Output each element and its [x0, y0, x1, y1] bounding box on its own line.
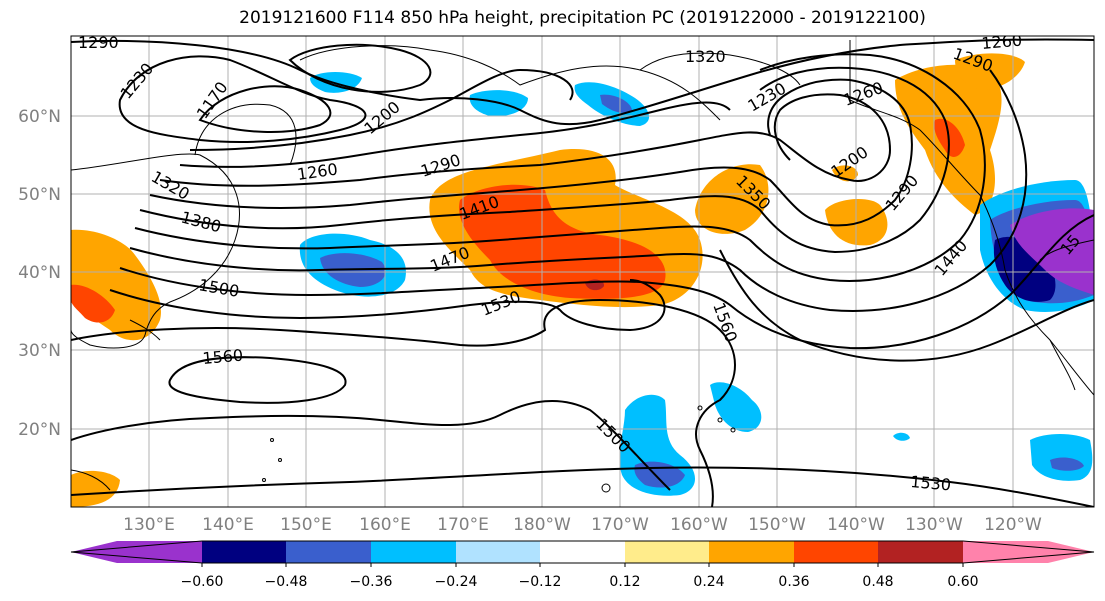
contour-label: 1560: [202, 346, 244, 368]
colorbar-extend-min: [71, 541, 202, 563]
lat-label: 50°N: [18, 185, 61, 205]
colorbar-segment: [625, 541, 709, 563]
lon-label: 170°W: [591, 515, 649, 535]
colorbar-segment: [794, 541, 878, 563]
lon-label: 130°W: [905, 515, 963, 535]
colorbar-segment: [878, 541, 963, 563]
colorbar-tick-label: −0.24: [435, 574, 478, 590]
colorbar-tick-label: −0.48: [265, 574, 308, 590]
lon-label: 160°W: [670, 515, 728, 535]
colorbar-tick-label: 0.24: [693, 574, 724, 590]
colorbar-tick-label: 0.60: [947, 574, 978, 590]
colorbar-tick-label: 0.36: [778, 574, 809, 590]
lon-label: 160°E: [359, 515, 411, 535]
lon-label: 150°W: [748, 515, 806, 535]
colorbar-segment: [371, 541, 456, 563]
colorbar-segment: [202, 541, 286, 563]
lon-label: 130°E: [123, 515, 175, 535]
colorbar-tick-labels: −0.60 −0.48 −0.36 −0.24 −0.12 0.12 0.24 …: [181, 574, 979, 590]
contour-label: 1260: [981, 31, 1023, 53]
lat-label: 30°N: [18, 341, 61, 361]
lon-labels: 130°E 140°E 150°E 160°E 170°E 180°W 170°…: [123, 515, 1042, 535]
colorbar-tick-label: −0.60: [181, 574, 224, 590]
colorbar-segment: [540, 541, 625, 563]
colorbar-segment: [456, 541, 540, 563]
colorbar: [71, 541, 1094, 567]
colorbar-tick-label: −0.36: [350, 574, 393, 590]
map-figure: 1290 1230 1170 1200 1260 1290 1320 1320 …: [0, 0, 1105, 601]
lon-label: 140°E: [202, 515, 254, 535]
colorbar-segment: [709, 541, 794, 563]
lon-label: 180°W: [513, 515, 571, 535]
colorbar-extend-max: [963, 541, 1094, 563]
contour-label: 1320: [685, 47, 726, 66]
colorbar-tick-label: −0.12: [519, 574, 562, 590]
lon-label: 120°W: [984, 515, 1042, 535]
lat-labels: 60°N 50°N 40°N 30°N 20°N: [18, 107, 61, 440]
lon-label: 140°W: [827, 515, 885, 535]
lat-label: 20°N: [18, 420, 61, 440]
colorbar-segment: [286, 541, 371, 563]
colorbar-tick-label: 0.12: [609, 574, 640, 590]
lon-label: 170°E: [437, 515, 489, 535]
lon-label: 150°E: [280, 515, 332, 535]
colorbar-tick-label: 0.48: [862, 574, 893, 590]
lat-label: 40°N: [18, 263, 61, 283]
contour-label: 1530: [910, 472, 952, 494]
lat-label: 60°N: [18, 107, 61, 127]
